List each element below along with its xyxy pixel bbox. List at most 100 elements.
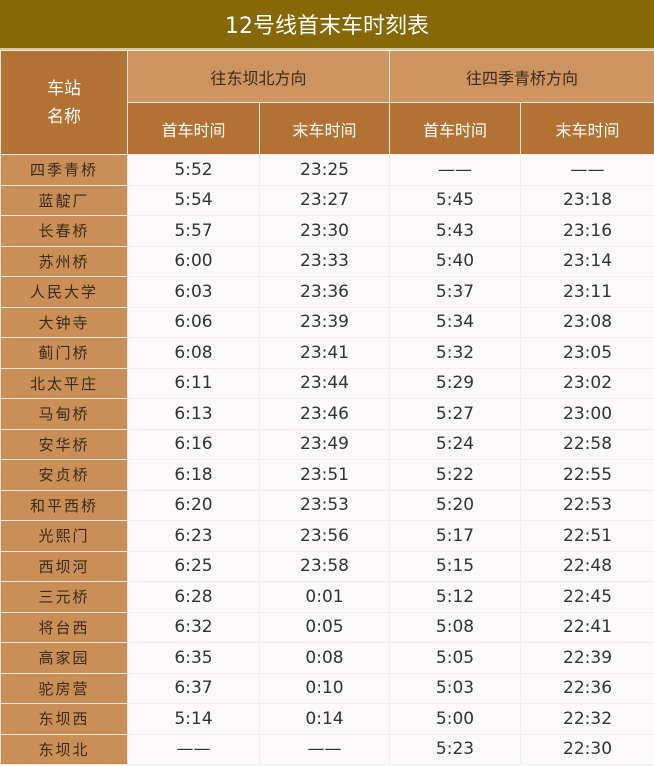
sijiqingqiao-last-train: 22:30 bbox=[520, 733, 654, 765]
dongbabei-last-train: 0:08 bbox=[258, 642, 391, 674]
sijiqingqiao-last-train: 22:55 bbox=[520, 459, 654, 491]
table-row: 蓟门桥 6:08 23:41 5:32 23:05 bbox=[0, 337, 654, 369]
dongbabei-last-train: 23:36 bbox=[258, 276, 391, 308]
dongbabei-last-train: 23:41 bbox=[258, 337, 391, 369]
table-row: 驼房营 6:37 0:10 5:03 22:36 bbox=[0, 672, 654, 704]
sijiqingqiao-first-train: —— bbox=[389, 154, 522, 186]
dongbabei-last-train: 0:10 bbox=[258, 672, 391, 704]
station-name: 安华桥 bbox=[0, 428, 128, 460]
table-row: 和平西桥 6:20 23:53 5:20 22:53 bbox=[0, 489, 654, 521]
sijiqingqiao-last-train: 22:51 bbox=[520, 520, 654, 552]
sijiqingqiao-first-train: 5:12 bbox=[389, 581, 522, 613]
table-row: 东坝西 5:14 0:14 5:00 22:32 bbox=[0, 703, 654, 735]
station-name: 安贞桥 bbox=[0, 459, 128, 491]
table-row: 苏州桥 6:00 23:33 5:40 23:14 bbox=[0, 245, 654, 277]
sijiqingqiao-last-train: 23:18 bbox=[520, 184, 654, 216]
sijiqingqiao-last-train: 23:05 bbox=[520, 337, 654, 369]
sijiqingqiao-last-train: 22:39 bbox=[520, 642, 654, 674]
dongbabei-first-train: 6:16 bbox=[127, 428, 260, 460]
sijiqingqiao-first-train: 5:24 bbox=[389, 428, 522, 460]
sijiqingqiao-first-train: 5:00 bbox=[389, 703, 522, 735]
sijiqingqiao-first-train: 5:15 bbox=[389, 550, 522, 582]
timetable: 车站 名称 往东坝北方向 往四季青桥方向 首车时间 末车时间 首车时间 末车时间 … bbox=[0, 50, 654, 765]
dongbabei-last-train: 0:05 bbox=[258, 611, 391, 643]
dongbabei-first-train: 5:14 bbox=[127, 703, 260, 735]
table-row: 东坝北 —— —— 5:23 22:30 bbox=[0, 733, 654, 765]
last-train-header: 末车时间 bbox=[258, 102, 391, 155]
station-name: 蓟门桥 bbox=[0, 337, 128, 369]
sijiqingqiao-last-train: 23:08 bbox=[520, 306, 654, 338]
table-row: 三元桥 6:28 0:01 5:12 22:45 bbox=[0, 581, 654, 613]
dongbabei-last-train: 23:30 bbox=[258, 215, 391, 247]
dongbabei-last-train: 23:39 bbox=[258, 306, 391, 338]
dongbabei-first-train: 6:35 bbox=[127, 642, 260, 674]
dongbabei-first-train: 6:20 bbox=[127, 489, 260, 521]
dongbabei-first-train: —— bbox=[127, 733, 260, 765]
first-train-header: 首车时间 bbox=[127, 102, 260, 155]
dongbabei-first-train: 5:54 bbox=[127, 184, 260, 216]
sijiqingqiao-first-train: 5:20 bbox=[389, 489, 522, 521]
table-row: 蓝靛厂 5:54 23:27 5:45 23:18 bbox=[0, 184, 654, 216]
station-name: 将台西 bbox=[0, 611, 128, 643]
table-row: 西坝河 6:25 23:58 5:15 22:48 bbox=[0, 550, 654, 582]
sijiqingqiao-first-train: 5:29 bbox=[389, 367, 522, 399]
dongbabei-first-train: 6:18 bbox=[127, 459, 260, 491]
dongbabei-first-train: 6:25 bbox=[127, 550, 260, 582]
station-name: 大钟寺 bbox=[0, 306, 128, 338]
table-row: 长春桥 5:57 23:30 5:43 23:16 bbox=[0, 215, 654, 247]
station-name: 光熙门 bbox=[0, 520, 128, 552]
sijiqingqiao-last-train: 22:45 bbox=[520, 581, 654, 613]
station-header-line2: 名称 bbox=[47, 106, 81, 127]
sijiqingqiao-last-train: 22:53 bbox=[520, 489, 654, 521]
sijiqingqiao-first-train: 5:22 bbox=[389, 459, 522, 491]
sijiqingqiao-first-train: 5:27 bbox=[389, 398, 522, 430]
station-name: 和平西桥 bbox=[0, 489, 128, 521]
dongbabei-first-train: 6:11 bbox=[127, 367, 260, 399]
sijiqingqiao-first-train: 5:05 bbox=[389, 642, 522, 674]
dongbabei-last-train: 23:49 bbox=[258, 428, 391, 460]
station-name: 长春桥 bbox=[0, 215, 128, 247]
dongbabei-first-train: 5:57 bbox=[127, 215, 260, 247]
dongbabei-first-train: 5:52 bbox=[127, 154, 260, 186]
sijiqingqiao-first-train: 5:43 bbox=[389, 215, 522, 247]
sijiqingqiao-last-train: 22:48 bbox=[520, 550, 654, 582]
sijiqingqiao-first-train: 5:17 bbox=[389, 520, 522, 552]
dongbabei-last-train: 0:14 bbox=[258, 703, 391, 735]
dongbabei-first-train: 6:06 bbox=[127, 306, 260, 338]
station-name: 高家园 bbox=[0, 642, 128, 674]
dongbabei-first-train: 6:03 bbox=[127, 276, 260, 308]
first-train-header: 首车时间 bbox=[389, 102, 522, 155]
dongbabei-last-train: 23:44 bbox=[258, 367, 391, 399]
station-name: 四季青桥 bbox=[0, 154, 128, 186]
sijiqingqiao-first-train: 5:34 bbox=[389, 306, 522, 338]
dongbabei-last-train: 0:01 bbox=[258, 581, 391, 613]
table-row: 北太平庄 6:11 23:44 5:29 23:02 bbox=[0, 367, 654, 399]
station-name: 蓝靛厂 bbox=[0, 184, 128, 216]
sijiqingqiao-last-train: 22:32 bbox=[520, 703, 654, 735]
dongbabei-first-train: 6:37 bbox=[127, 672, 260, 704]
station-name: 驼房营 bbox=[0, 672, 128, 704]
sijiqingqiao-last-train: 23:16 bbox=[520, 215, 654, 247]
sijiqingqiao-last-train: 23:02 bbox=[520, 367, 654, 399]
sijiqingqiao-last-train: 22:41 bbox=[520, 611, 654, 643]
dongbabei-last-train: 23:56 bbox=[258, 520, 391, 552]
station-name: 东坝西 bbox=[0, 703, 128, 735]
table-row: 马甸桥 6:13 23:46 5:27 23:00 bbox=[0, 398, 654, 430]
table-row: 光熙门 6:23 23:56 5:17 22:51 bbox=[0, 520, 654, 552]
station-name: 北太平庄 bbox=[0, 367, 128, 399]
dongbabei-first-train: 6:28 bbox=[127, 581, 260, 613]
station-name: 东坝北 bbox=[0, 733, 128, 765]
sijiqingqiao-first-train: 5:08 bbox=[389, 611, 522, 643]
table-row: 四季青桥 5:52 23:25 —— —— bbox=[0, 154, 654, 186]
table-row: 将台西 6:32 0:05 5:08 22:41 bbox=[0, 611, 654, 643]
station-name-header: 车站 名称 bbox=[0, 50, 128, 155]
sijiqingqiao-last-train: 23:11 bbox=[520, 276, 654, 308]
table-row: 安华桥 6:16 23:49 5:24 22:58 bbox=[0, 428, 654, 460]
dongbabei-first-train: 6:32 bbox=[127, 611, 260, 643]
sijiqingqiao-last-train: 23:14 bbox=[520, 245, 654, 277]
sijiqingqiao-last-train: 22:58 bbox=[520, 428, 654, 460]
station-name: 苏州桥 bbox=[0, 245, 128, 277]
dongbabei-first-train: 6:08 bbox=[127, 337, 260, 369]
station-name: 西坝河 bbox=[0, 550, 128, 582]
dongbabei-last-train: 23:46 bbox=[258, 398, 391, 430]
